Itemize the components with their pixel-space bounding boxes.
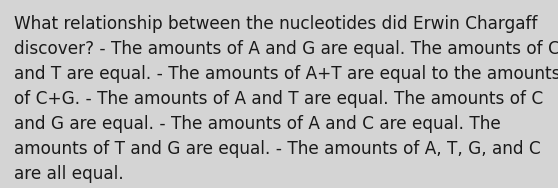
- Text: are all equal.: are all equal.: [14, 165, 124, 183]
- Text: amounts of T and G are equal. - The amounts of A, T, G, and C: amounts of T and G are equal. - The amou…: [14, 140, 541, 158]
- Text: of C+G. - The amounts of A and T are equal. The amounts of C: of C+G. - The amounts of A and T are equ…: [14, 90, 543, 108]
- Text: What relationship between the nucleotides did Erwin Chargaff: What relationship between the nucleotide…: [14, 15, 537, 33]
- Text: and G are equal. - The amounts of A and C are equal. The: and G are equal. - The amounts of A and …: [14, 115, 501, 133]
- Text: and T are equal. - The amounts of A+T are equal to the amounts: and T are equal. - The amounts of A+T ar…: [14, 65, 558, 83]
- Text: discover? - The amounts of A and G are equal. The amounts of C: discover? - The amounts of A and G are e…: [14, 40, 558, 58]
